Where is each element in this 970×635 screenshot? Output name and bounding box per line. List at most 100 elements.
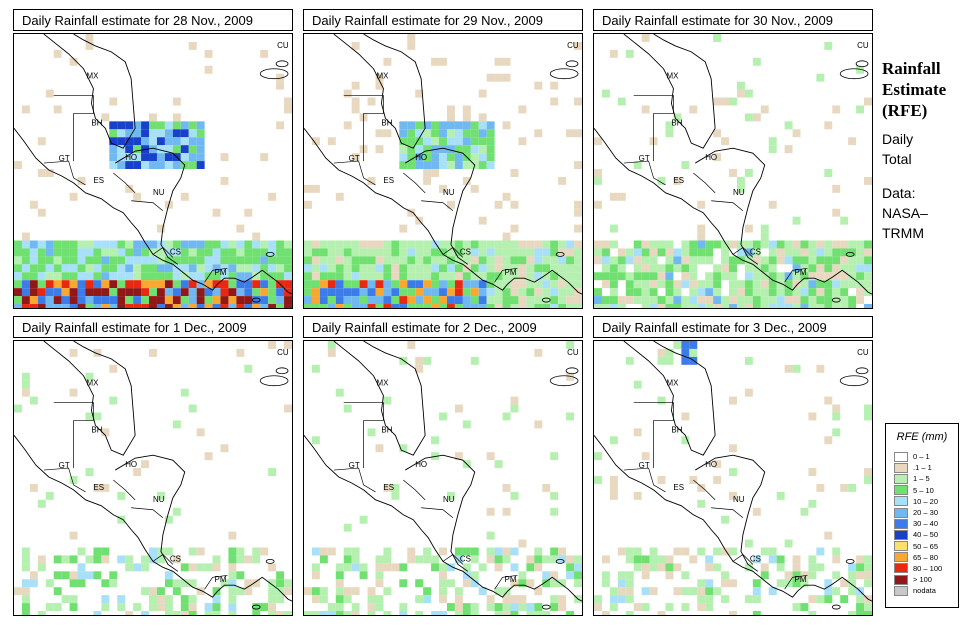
country-label: BH — [91, 118, 102, 127]
rainfall-cell — [510, 240, 519, 249]
rainfall-cell — [77, 248, 86, 257]
rainfall-cell — [439, 547, 447, 556]
legend-entry: .1 – 1 — [894, 462, 942, 473]
rainfall-cell — [156, 304, 165, 308]
country-label: GT — [639, 154, 650, 163]
rainfall-cell — [180, 388, 189, 397]
rainfall-cell — [550, 240, 559, 249]
island-outline — [251, 297, 261, 303]
rainfall-cell — [633, 555, 642, 564]
rainfall-cell — [510, 304, 519, 308]
rainfall-cell — [311, 547, 320, 556]
rainfall-cell — [228, 288, 237, 297]
rainfall-cell — [228, 240, 237, 249]
rainfall-cell — [454, 296, 463, 305]
rainfall-cell — [45, 491, 54, 500]
rainfall-cell — [21, 388, 30, 397]
rainfall-cell — [768, 240, 777, 249]
rainfall-cell — [721, 595, 730, 604]
rainfall-cell — [156, 121, 165, 130]
coastline — [14, 435, 292, 602]
rainfall-cell — [93, 304, 102, 308]
legend-label: > 100 — [913, 575, 932, 585]
rainfall-cell — [228, 531, 237, 540]
rainfall-cell — [439, 129, 447, 138]
rainfall-cell — [69, 296, 78, 305]
rainfall-cell — [156, 491, 165, 500]
rainfall-cell — [697, 248, 706, 257]
rainfall-cell — [37, 499, 46, 508]
rainfall-cell — [470, 240, 479, 249]
rainfall-cell — [832, 288, 841, 297]
rainfall-cell — [454, 452, 463, 461]
rainfall-cell — [446, 491, 455, 500]
rainfall-cell — [196, 280, 205, 289]
rainfall-cell — [109, 240, 118, 249]
rainfall-cell — [423, 121, 432, 130]
country-label: ES — [383, 483, 394, 492]
rainfall-cell — [343, 563, 352, 572]
rainfall-cell — [446, 296, 455, 305]
rainfall-cell — [800, 256, 809, 265]
rainfall-cell — [423, 169, 432, 177]
rainfall-cell — [641, 563, 650, 572]
rainfall-cell — [752, 264, 761, 273]
rainfall-cell — [351, 587, 360, 596]
rainfall-cell — [244, 579, 253, 588]
rainfall-cell — [21, 240, 30, 249]
rainfall-cell — [840, 264, 849, 273]
country-border — [53, 95, 94, 114]
rainfall-cell — [601, 571, 610, 580]
rainfall-cell — [172, 97, 181, 106]
rainfall-cell — [236, 280, 245, 289]
rainfall-cell — [462, 547, 471, 556]
rainfall-cell — [574, 129, 582, 138]
rainfall-cell — [641, 248, 650, 257]
rainfall-cell — [252, 296, 261, 305]
rainfall-cell — [454, 611, 463, 615]
rainfall-cell — [534, 248, 543, 257]
rainfall-cell — [319, 248, 328, 257]
rainfall-cell — [29, 240, 38, 249]
rainfall-cell — [486, 272, 495, 281]
legend-label: 20 – 30 — [913, 508, 939, 518]
rainfall-cell — [327, 296, 336, 305]
rainfall-cell — [625, 49, 634, 58]
rainfall-cell — [335, 256, 344, 265]
rainfall-cell — [752, 256, 761, 265]
rainfall-cell — [609, 483, 618, 492]
legend-entry: 50 – 65 — [894, 541, 942, 552]
rainfall-cell — [212, 555, 221, 564]
rainfall-cell — [268, 240, 277, 249]
rainfall-cell — [768, 555, 777, 564]
rainfall-cell — [304, 611, 312, 615]
country-border — [693, 479, 716, 501]
rainfall-cell — [101, 256, 110, 265]
rainfall-cell — [848, 579, 857, 588]
rainfall-cell — [689, 296, 698, 305]
rainfall-cell — [478, 113, 487, 122]
rainfall-cell — [29, 288, 38, 297]
rainfall-cell — [439, 587, 447, 596]
rainfall-cell — [391, 288, 400, 297]
rainfall-cell — [697, 603, 706, 612]
rainfall-cell — [431, 288, 440, 297]
rainfall-cell — [252, 232, 261, 241]
rainfall-cell — [776, 304, 785, 308]
island-outline — [259, 68, 289, 80]
rainfall-cell — [391, 248, 400, 257]
rainfall-cell — [848, 256, 857, 265]
rainfall-cell — [180, 248, 189, 257]
rainfall-cell — [641, 34, 650, 42]
rainfall-cell — [180, 129, 189, 138]
rainfall-cell — [399, 161, 408, 170]
rainfall-cell — [760, 232, 769, 241]
island-outline — [541, 297, 551, 303]
rainfall-cell — [617, 97, 626, 106]
rainfall-cell — [518, 256, 527, 265]
rainfall-cell — [494, 460, 503, 469]
rainfall-cell — [141, 304, 150, 308]
rainfall-cell — [601, 304, 610, 308]
rainfall-cell — [244, 296, 253, 305]
rainfall-cell — [478, 137, 487, 146]
